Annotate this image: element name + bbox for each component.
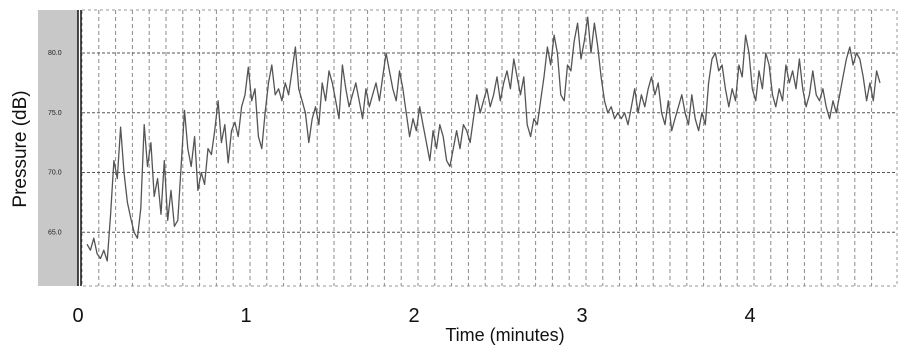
grid — [82, 10, 897, 286]
x-tick-label: 3 — [576, 305, 587, 327]
y-axis-label: Pressure (dB) — [10, 90, 31, 207]
plot-frame — [81, 9, 898, 287]
x-tick-label: 2 — [408, 305, 419, 327]
x-axis-label: Time (minutes) — [445, 325, 564, 345]
series-line — [86, 16, 881, 262]
axes — [38, 9, 898, 287]
y-tick-label: 65.0 — [48, 229, 62, 236]
y-tick-label: 70.0 — [48, 170, 62, 177]
x-tick-label: 0 — [72, 305, 83, 327]
left-gray-band — [38, 10, 78, 286]
y-tick-label: 80.0 — [48, 50, 62, 57]
x-tick-label: 1 — [240, 305, 251, 327]
series-layer — [86, 16, 881, 262]
y-tick-labels: 65.0 70.0 75.0 80.0 — [48, 50, 62, 236]
x-tick-label: 4 — [744, 305, 755, 327]
y-tick-label: 75.0 — [48, 110, 62, 117]
x-tick-labels: 0 1 2 3 4 — [72, 305, 755, 327]
